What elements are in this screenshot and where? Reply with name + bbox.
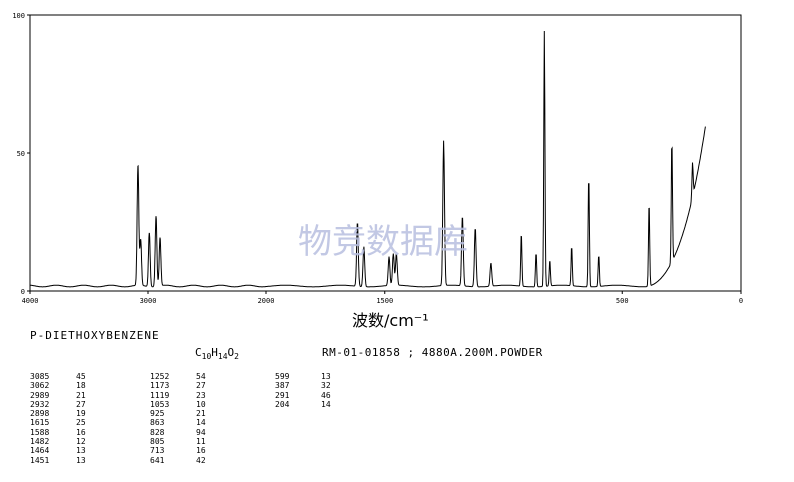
peak-table-col-3: 599 13 387 32 291 46 204 14 [275,372,331,409]
peak-intensity: 14 [321,399,331,409]
peak-table-row: 1252 54 [150,372,206,381]
peak-wavenumber: 1252 [150,372,170,381]
chart-ticks: 4000 3000 2000 1500 500 0 0 50 100 [12,12,743,305]
x-tick-label: 4000 [22,297,39,305]
peak-wavenumber: 204 [275,399,290,409]
peak-table-row: 828 94 [150,428,206,437]
peak-table-row: 3085 45 [30,372,86,381]
sample-info: RM-01-01858 ; 4880A.200M.POWDER [322,346,543,359]
peak-wavenumber: 641 [150,455,165,465]
peak-intensity: 13 [76,455,86,465]
peak-wavenumber: 2932 [30,399,50,409]
x-axis-label: 波数/cm⁻¹ [352,311,429,330]
y-tick-label: 50 [17,150,25,158]
peak-intensity: 16 [196,446,206,456]
peak-wavenumber: 1451 [30,455,50,465]
peak-intensity: 12 [76,437,86,447]
peak-table-row: 387 32 [275,381,331,390]
watermark: 物竞数据库 [298,222,468,262]
peak-table-row: 291 46 [275,391,331,400]
peak-table-row: 204 14 [275,400,331,409]
x-tick-label: 1500 [376,297,393,305]
peak-intensity: 11 [196,437,206,447]
peak-intensity: 13 [321,372,331,381]
peak-wavenumber: 1053 [150,399,170,409]
x-tick-label: 2000 [258,297,275,305]
peak-intensity: 54 [196,372,206,381]
y-tick-label: 0 [21,288,25,296]
peak-table-row: 1053 10 [150,400,206,409]
peak-table-row: 2932 27 [30,400,86,409]
peak-intensity: 32 [321,381,331,391]
peak-intensity: 23 [196,390,206,400]
peak-table-row: 3062 18 [30,381,86,390]
peak-wavenumber: 387 [275,381,290,391]
peak-table-row: 713 16 [150,446,206,455]
compound-name: P-DIETHOXYBENZENE [30,329,160,342]
peak-intensity: 27 [76,399,86,409]
peak-table-row: 1451 13 [30,456,86,465]
peak-wavenumber: 3085 [30,372,50,381]
peak-wavenumber: 1173 [150,381,170,391]
peak-table-row: 1173 27 [150,381,206,390]
peak-wavenumber: 291 [275,390,290,400]
peak-wavenumber: 863 [150,418,165,428]
peak-table-col-2: 1252 54 1173 27 1119 23 1053 10 925 21 863 14 828 94 8… [150,372,206,465]
peak-wavenumber: 805 [150,437,165,447]
y-tick-label: 100 [12,12,25,20]
spectrum-trace [30,30,706,288]
peak-intensity: 45 [76,372,86,381]
peak-table-row: 599 13 [275,372,331,381]
peak-table-row: 925 21 [150,409,206,418]
peak-table-row: 1482 12 [30,437,86,446]
peak-wavenumber: 599 [275,372,290,381]
peak-intensity: 21 [196,409,206,419]
peak-table-row: 1588 16 [30,428,86,437]
x-tick-label: 3000 [140,297,157,305]
peak-wavenumber: 1119 [150,390,170,400]
peak-intensity: 21 [76,390,86,400]
peak-table-row: 1464 13 [30,446,86,455]
peak-intensity: 42 [196,455,206,465]
peak-table-row: 1615 25 [30,418,86,427]
peak-table-row: 1119 23 [150,391,206,400]
x-tick-label: 500 [616,297,629,305]
peak-intensity: 10 [196,399,206,409]
peak-table-row: 641 42 [150,456,206,465]
peak-wavenumber: 1615 [30,418,50,428]
peak-intensity: 16 [76,427,86,437]
peak-table-row: 805 11 [150,437,206,446]
peak-table-row: 2989 21 [30,391,86,400]
peak-wavenumber: 1588 [30,427,50,437]
peak-table-row: 2898 19 [30,409,86,418]
ir-spectrum-chart: 4000 3000 2000 1500 500 0 0 50 100 物竞数据库 波数/cm⁻¹ [12,12,743,330]
peak-intensity: 19 [76,409,86,419]
peak-wavenumber: 1464 [30,446,50,456]
peak-wavenumber: 1482 [30,437,50,447]
peak-intensity: 18 [76,381,86,391]
molecular-formula: C10H14O2 [195,346,239,362]
peak-intensity: 25 [76,418,86,428]
x-tick-label: 0 [739,297,743,305]
peak-intensity: 94 [196,427,206,437]
peak-wavenumber: 2989 [30,390,50,400]
peak-intensity: 14 [196,418,206,428]
peak-wavenumber: 925 [150,409,165,419]
peak-table-col-1: 3085 45 3062 18 2989 21 2932 27 2898 19 1615 25 1588… [30,372,86,465]
peak-intensity: 27 [196,381,206,391]
peak-intensity: 13 [76,446,86,456]
peak-wavenumber: 2898 [30,409,50,419]
peak-table-row: 863 14 [150,418,206,427]
peak-wavenumber: 713 [150,446,165,456]
peak-wavenumber: 828 [150,427,165,437]
peak-wavenumber: 3062 [30,381,50,391]
peak-intensity: 46 [321,390,331,400]
